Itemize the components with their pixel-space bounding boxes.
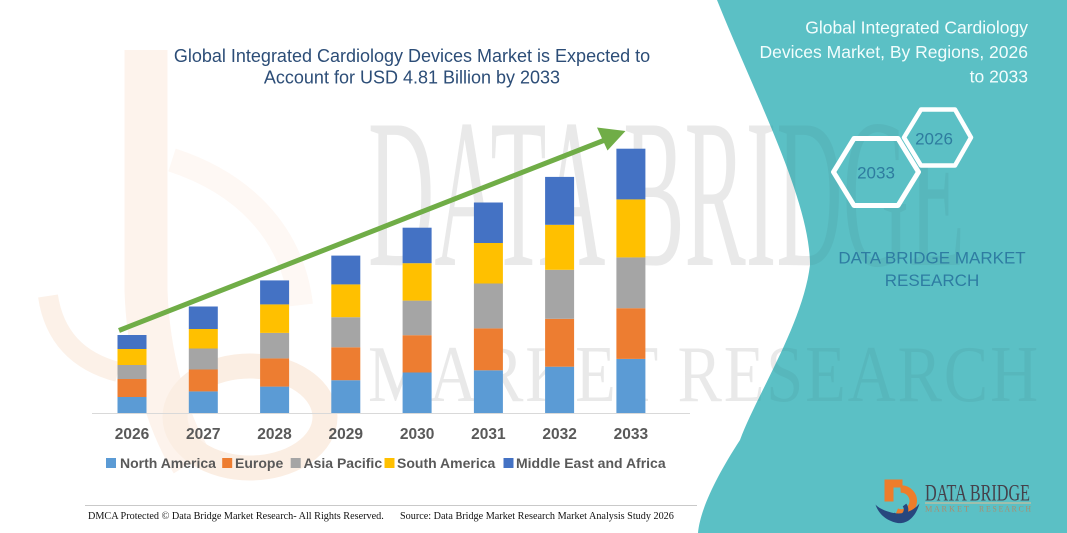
svg-text:Europe: Europe — [235, 455, 283, 471]
svg-text:2033: 2033 — [614, 426, 649, 443]
svg-text:Source: Data Bridge Market Res: Source: Data Bridge Market Research Mark… — [400, 511, 674, 522]
svg-text:2026: 2026 — [915, 130, 953, 149]
svg-text:Asia Pacific: Asia Pacific — [304, 455, 383, 471]
svg-text:2029: 2029 — [329, 426, 364, 443]
svg-text:2031: 2031 — [471, 426, 506, 443]
svg-text:2030: 2030 — [400, 426, 434, 443]
svg-text:Account for USD 4.81 Billion b: Account for USD 4.81 Billion by 2033 — [264, 68, 560, 88]
svg-text:Devices Market, By Regions, 20: Devices Market, By Regions, 2026 — [760, 42, 1028, 62]
svg-text:2033: 2033 — [857, 164, 895, 183]
svg-text:M A R K E T: M A R K E T — [925, 505, 969, 514]
svg-text:DATA BRIDGE MARKET: DATA BRIDGE MARKET — [838, 249, 1025, 268]
svg-text:North America: North America — [120, 455, 216, 471]
svg-text:R E S E A R C H: R E S E A R C H — [979, 505, 1031, 514]
svg-text:2032: 2032 — [542, 426, 576, 443]
svg-text:DMCA Protected © Data Bridge M: DMCA Protected © Data Bridge Market Rese… — [88, 511, 384, 522]
svg-text:Global Integrated Cardiology D: Global Integrated Cardiology Devices Mar… — [174, 46, 650, 66]
svg-text:2028: 2028 — [257, 426, 292, 443]
svg-text:DATA BRIDGE: DATA BRIDGE — [925, 481, 1030, 507]
svg-text:2026: 2026 — [115, 426, 150, 443]
svg-text:Middle East and Africa: Middle East and Africa — [516, 455, 666, 471]
svg-text:2027: 2027 — [186, 426, 220, 443]
svg-text:South America: South America — [397, 455, 495, 471]
svg-text:to 2033: to 2033 — [970, 67, 1028, 87]
svg-text:Global Integrated Cardiology: Global Integrated Cardiology — [805, 18, 1028, 38]
svg-text:RESEARCH: RESEARCH — [885, 271, 979, 290]
